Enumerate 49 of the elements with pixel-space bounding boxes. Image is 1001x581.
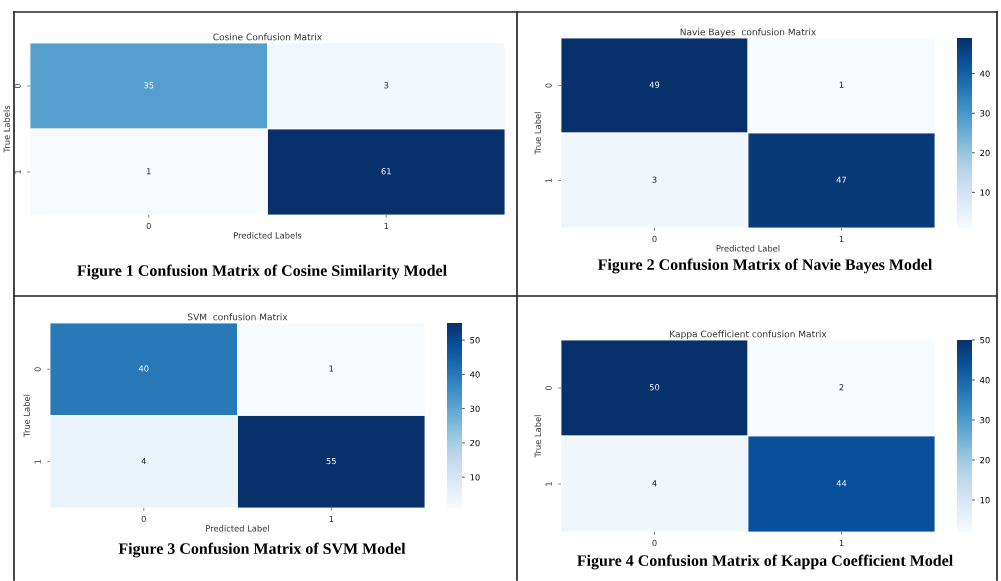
data-label: 49 — [649, 81, 660, 88]
data-label: 1 — [839, 81, 844, 88]
y-axis-title: True Labels — [3, 105, 10, 153]
y-axis-title: True Label — [534, 415, 541, 458]
data-label: 4 — [652, 480, 657, 487]
caption: Figure 4 Confusion Matrix of Kappa Coefficient Model — [577, 554, 953, 570]
caption: Figure 2 Confusion Matrix of Navie Bayes Model — [597, 258, 933, 274]
caption: Figure 3 Confusion Matrix of SVM Model — [118, 542, 406, 558]
data-label: 2 — [839, 384, 844, 391]
y-tick-label: 1 — [545, 482, 552, 486]
color-bar-label: 50 — [470, 337, 480, 344]
color-bar-label: 10 — [980, 496, 990, 504]
data-label: 4 — [141, 457, 146, 465]
chart-title: SVM confusion Matrix — [187, 313, 288, 321]
color-bar-label: 30 — [980, 416, 990, 424]
chart-title: Cosine Confusion Matrix — [213, 33, 322, 41]
data-label: 50 — [649, 384, 660, 391]
x-axis-title: Predicted Label — [206, 525, 269, 532]
data-label: 35 — [144, 82, 154, 89]
data-label: 1 — [329, 365, 334, 372]
data-label: 47 — [836, 176, 847, 183]
color-bar-label: 40 — [980, 70, 990, 77]
data-label: 3 — [384, 82, 389, 89]
y-tick-label: 0 — [545, 385, 552, 391]
data-label: 1 — [147, 168, 151, 175]
y-tick-label: 0 — [545, 83, 552, 88]
caption: Figure 1 Confusion Matrix of Cosine Similarity Model — [77, 264, 447, 280]
x-axis-title: Predicted Label — [716, 245, 780, 252]
data-label: 44 — [836, 480, 847, 487]
chart-title: Navie Bayes confusion Matrix — [680, 28, 816, 38]
y-axis-title: True Label — [23, 394, 30, 437]
data-label: 40 — [138, 365, 149, 372]
color-bar-label: 10 — [980, 189, 990, 196]
color-bar-label: 40 — [980, 376, 990, 384]
data-label: 61 — [381, 168, 391, 175]
data-label: 55 — [326, 457, 336, 465]
color-bar-label: 20 — [470, 439, 480, 447]
color-bar-label: 20 — [980, 456, 990, 464]
color-bar-label: 10 — [470, 474, 480, 481]
color-bar-label: 40 — [470, 371, 480, 378]
y-axis-title: True Label — [534, 112, 541, 155]
data-label: 3 — [652, 176, 657, 183]
y-tick-label: 1 — [545, 178, 552, 183]
chart-title: Kappa Coefficient confusion Matrix — [670, 330, 827, 340]
color-bar-label: 50 — [980, 336, 990, 344]
x-axis-title: Predicted Labels — [234, 232, 302, 239]
color-bar-label: 20 — [980, 149, 990, 157]
color-bar-label: 30 — [470, 405, 480, 412]
color-bar-label: 30 — [980, 110, 990, 117]
